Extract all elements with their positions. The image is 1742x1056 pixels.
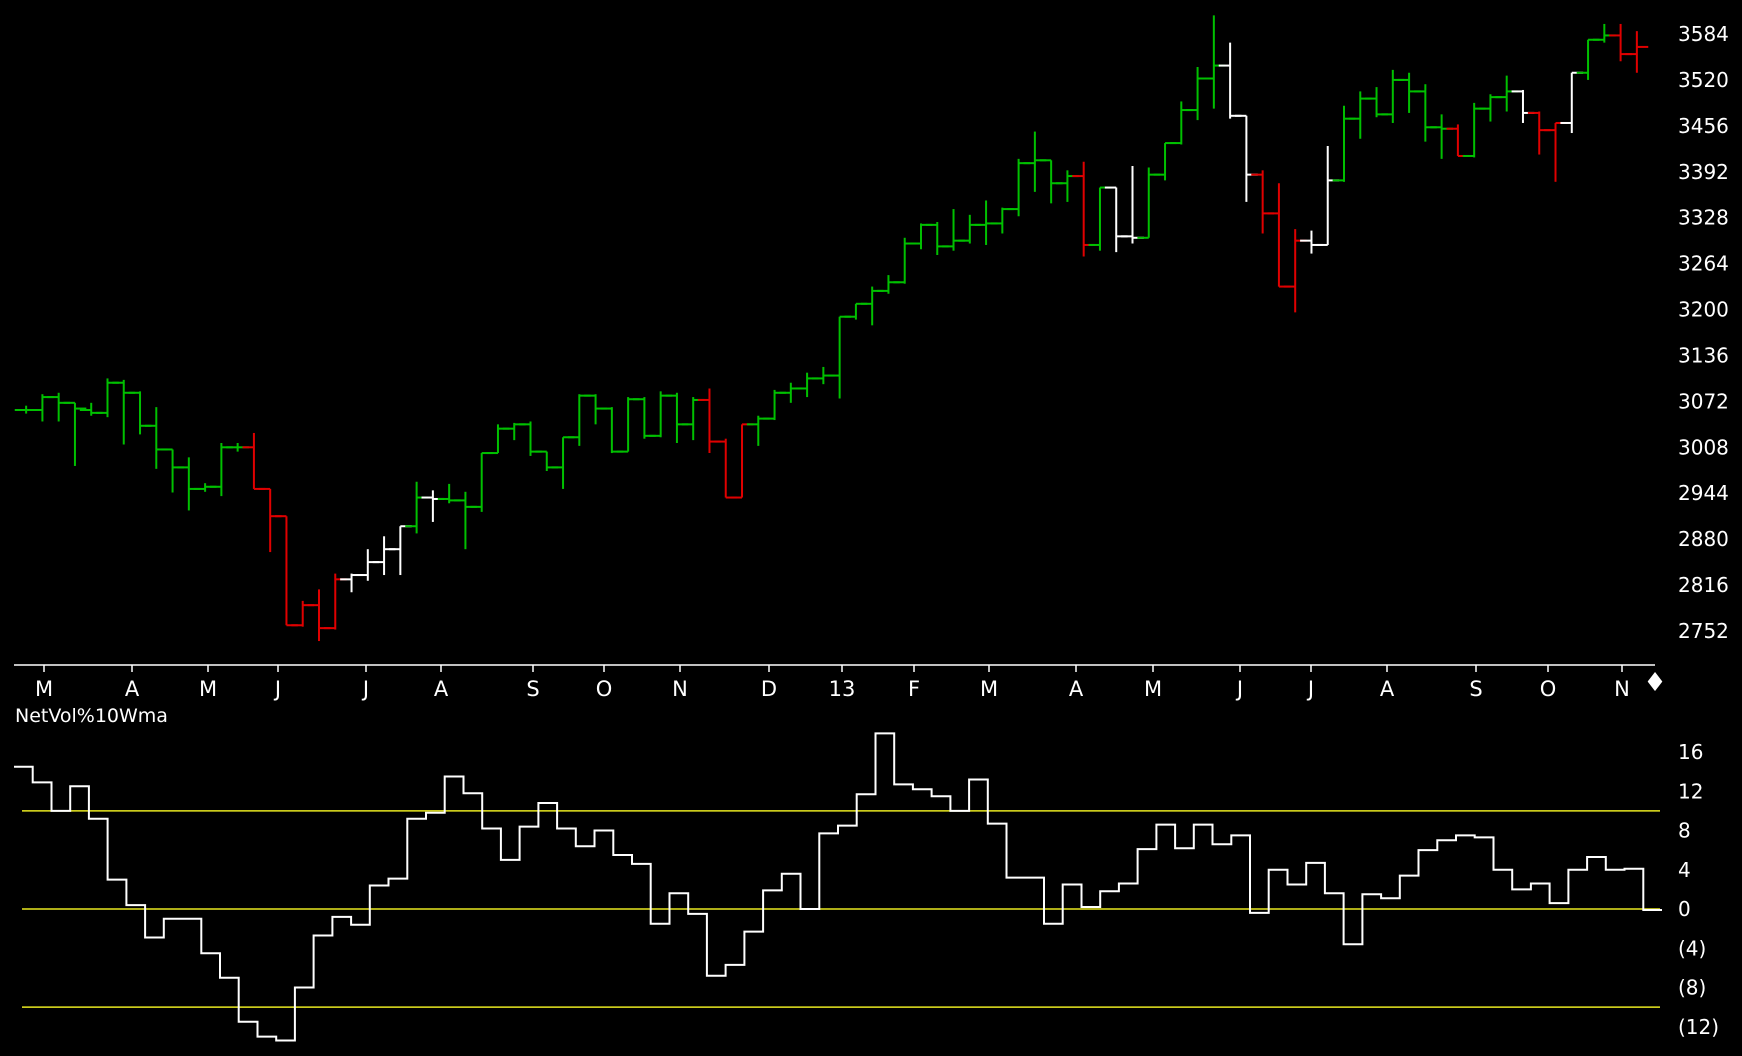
indicator-y-tick-label: 8: [1678, 819, 1691, 843]
month-tick-label: D: [761, 677, 777, 701]
price-y-tick-label: 3328: [1678, 206, 1729, 230]
price-y-tick-label: 3008: [1678, 435, 1729, 459]
price-y-tick-label: 3200: [1678, 298, 1729, 322]
price-y-tick-label: 3520: [1678, 68, 1729, 92]
indicator-step-line: [14, 732, 1662, 1042]
price-y-tick-label: 3584: [1678, 22, 1729, 46]
month-tick-label: A: [434, 677, 449, 701]
indicator-y-tick-label: 0: [1678, 897, 1691, 921]
price-y-tick-label: 3264: [1678, 252, 1729, 276]
month-tick-label: O: [596, 677, 613, 701]
indicator-y-axis: 16 12 8 4 0 (4) (8) (12): [1678, 740, 1719, 1039]
month-tick-label: M: [199, 677, 217, 701]
price-y-axis: 3584 3520 3456 3392 3328 3264 3200 3136 3072 3008…: [1678, 22, 1729, 643]
indicator-y-tick-label: (12): [1678, 1015, 1719, 1039]
month-tick-label: F: [908, 677, 920, 701]
price-y-tick-label: 2944: [1678, 481, 1729, 505]
month-tick-label: J: [361, 677, 369, 701]
month-tick-label: M: [980, 677, 998, 701]
indicator-y-tick-label: (4): [1678, 936, 1706, 960]
month-axis: M A M J J A S O N D 13 F M A M J J A S O N: [35, 665, 1630, 701]
price-y-tick-label: 3456: [1678, 114, 1729, 138]
month-tick-label: A: [125, 677, 140, 701]
price-y-tick-label: 3072: [1678, 389, 1729, 413]
month-tick-label: N: [1614, 677, 1630, 701]
indicator-y-tick-label: 12: [1678, 779, 1703, 803]
price-y-tick-label: 2880: [1678, 527, 1729, 551]
price-bars: [14, 15, 1649, 642]
month-tick-label: J: [273, 677, 281, 701]
price-y-tick-label: 2816: [1678, 573, 1729, 597]
month-tick-label: A: [1380, 677, 1395, 701]
indicator-y-tick-label: 4: [1678, 858, 1691, 882]
indicator-title: NetVol%10Wma: [15, 705, 168, 727]
month-tick-label: S: [526, 677, 539, 701]
month-tick-label: S: [1469, 677, 1482, 701]
month-tick-label: O: [1540, 677, 1557, 701]
price-bar: [1625, 31, 1649, 73]
month-tick-label: N: [672, 677, 688, 701]
price-bar: [63, 401, 87, 466]
month-tick-label: A: [1069, 677, 1084, 701]
month-tick-label: J: [1306, 677, 1314, 701]
scroll-diamond-icon[interactable]: ♦: [1643, 668, 1666, 698]
price-y-tick-label: 2752: [1678, 619, 1729, 643]
month-tick-label: J: [1235, 677, 1243, 701]
price-y-tick-label: 3136: [1678, 343, 1729, 367]
month-tick-label: 13: [829, 677, 856, 701]
price-y-tick-label: 3392: [1678, 160, 1729, 184]
month-tick-label: M: [35, 677, 53, 701]
indicator-y-tick-label: (8): [1678, 976, 1706, 1000]
indicator-y-tick-label: 16: [1678, 740, 1703, 764]
month-tick-label: M: [1144, 677, 1162, 701]
